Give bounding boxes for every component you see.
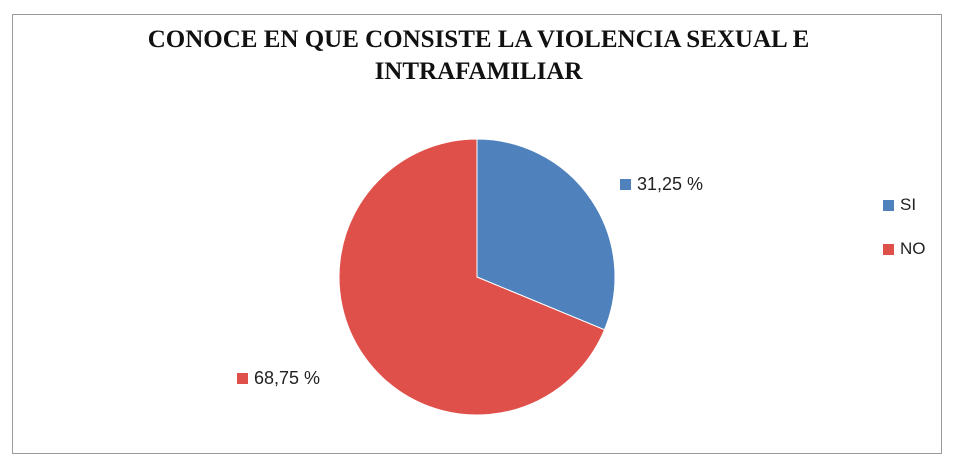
legend-label-si: SI bbox=[900, 195, 917, 214]
legend-swatch-no bbox=[883, 243, 894, 255]
chart-title: CONOCE EN QUE CONSISTE LA VIOLENCIA SEXU… bbox=[0, 24, 957, 88]
legend-item-si: SI bbox=[883, 194, 926, 216]
data-label-swatch-no bbox=[237, 373, 248, 384]
data-label-si: 31,25 % bbox=[637, 174, 703, 194]
chart-title-line-1: CONOCE EN QUE CONSISTE LA VIOLENCIA SEXU… bbox=[147, 26, 810, 53]
legend: SI NO bbox=[883, 194, 926, 282]
pie-slice-si bbox=[476, 138, 616, 331]
pie-slices bbox=[338, 138, 616, 416]
pie-chart: 31,25 % 68,75 % bbox=[237, 138, 703, 416]
chart-title-line-2: INTRAFAMILIAR bbox=[374, 58, 583, 85]
pie-data-labels: 31,25 % 68,75 % bbox=[237, 174, 703, 388]
data-label-no: 68,75 % bbox=[254, 368, 320, 388]
legend-item-no: NO bbox=[883, 238, 926, 260]
data-label-swatch-si bbox=[620, 179, 631, 190]
pie-slice-no bbox=[338, 138, 606, 416]
legend-label-no: NO bbox=[900, 239, 926, 258]
legend-swatch-si bbox=[883, 199, 894, 211]
